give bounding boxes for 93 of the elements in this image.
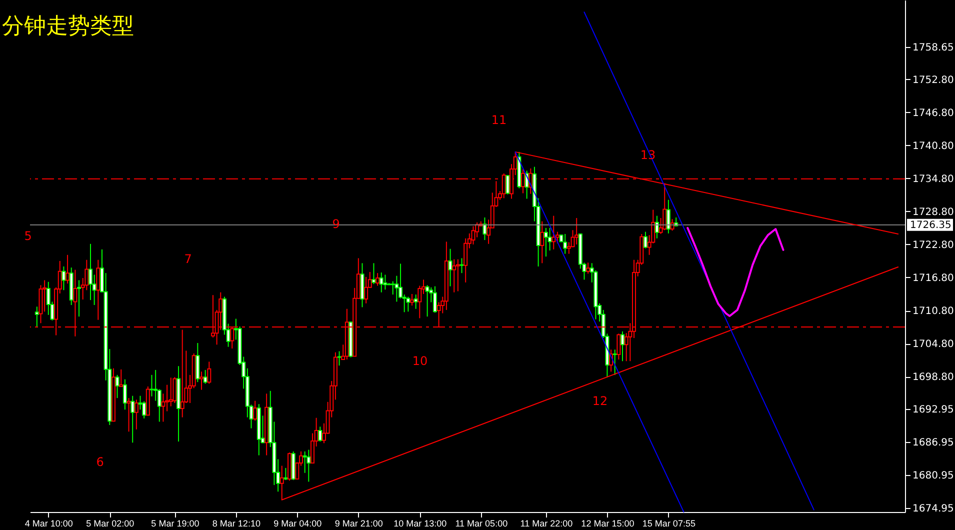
- candlestick: [383, 274, 388, 290]
- candlestick: [122, 378, 127, 410]
- candlestick: [506, 174, 510, 195]
- candlestick: [456, 258, 460, 292]
- candlestick: [502, 172, 506, 199]
- x-tick-label: 11 Mar 22:00: [520, 518, 573, 528]
- x-tick-label: 10 Mar 13:00: [394, 518, 447, 528]
- candlestick: [460, 258, 464, 274]
- candlestick: [115, 374, 120, 399]
- y-tick-label: 1752.80: [912, 74, 954, 86]
- annotation: 7: [184, 252, 192, 266]
- y-tick-label: 1746.80: [912, 108, 954, 119]
- candlestick: [563, 233, 568, 254]
- candlestick: [180, 329, 184, 418]
- annotation: 9: [332, 217, 340, 231]
- candlestick: [172, 376, 177, 404]
- candlestick: [390, 280, 395, 296]
- candlestick: [643, 231, 648, 249]
- x-tick-label: 15 Mar 07:55: [642, 518, 696, 528]
- candlestick: [620, 330, 625, 362]
- candlestick: [544, 227, 548, 258]
- candlestick: [521, 168, 525, 194]
- x-tick-label: 8 Mar 12:10: [212, 518, 260, 528]
- x-tick-label: 9 Mar 21:00: [334, 518, 383, 528]
- candlestick: [364, 276, 368, 304]
- candlestick: [552, 215, 556, 250]
- candlestick: [406, 296, 410, 312]
- x-tick-label: 5 Mar 19:00: [151, 518, 200, 528]
- candlestick: [586, 262, 590, 274]
- candlestick: [482, 216, 487, 241]
- candlestick: [372, 262, 376, 285]
- candlestick: [574, 218, 579, 245]
- candlestick: [196, 342, 200, 383]
- candlestick: [616, 333, 621, 360]
- x-tick-label: 11 Mar 05:00: [455, 518, 508, 528]
- candlestick: [662, 182, 667, 231]
- candlestick: [337, 350, 342, 366]
- x-tick-label: 4 Mar 10:00: [24, 518, 73, 528]
- candlestick: [432, 286, 437, 314]
- y-tick-label: 1710.80: [912, 306, 954, 318]
- candlestick: [452, 258, 456, 293]
- annotation: 11: [491, 113, 507, 127]
- candlestick: [471, 226, 476, 245]
- candlestick: [34, 306, 39, 327]
- candlestick: [62, 266, 66, 291]
- candlestick: [306, 449, 311, 482]
- candlestick: [203, 369, 208, 384]
- y-tick-label: 1758.65: [912, 42, 954, 54]
- candlestick: [376, 272, 380, 286]
- candlestick: [253, 400, 258, 422]
- candlestick: [654, 215, 659, 239]
- candlestick: [88, 243, 92, 301]
- x-tick-label: 9 Mar 04:00: [274, 518, 322, 528]
- annotation: 6: [96, 455, 104, 469]
- y-tick-label: 1674.95: [912, 503, 954, 514]
- annotation: 12: [592, 394, 608, 408]
- y-tick-label: 1686.95: [912, 437, 954, 448]
- y-tick-label: 1734.80: [912, 174, 954, 185]
- y-tick-label: 1680.95: [912, 470, 954, 482]
- y-tick-label: 1740.80: [912, 140, 954, 152]
- candlestick: [318, 426, 322, 442]
- line-series: [686, 226, 784, 318]
- candlestick: [612, 349, 617, 376]
- candlestick: [284, 467, 288, 481]
- annotation: 5: [24, 229, 32, 243]
- candlestick: [464, 238, 468, 283]
- ref-line-label: 1726.35: [910, 220, 952, 231]
- text: 分钟走势类型: [2, 14, 134, 39]
- candlestick: [150, 374, 154, 397]
- x-tick-label: 12 Mar 15:00: [581, 518, 634, 528]
- y-tick-label: 1698.80: [912, 372, 954, 384]
- candlestick: [666, 199, 670, 234]
- candlestick: [126, 398, 131, 432]
- candlestick: [207, 361, 212, 384]
- candlestick: [66, 254, 70, 284]
- candlestick: [379, 272, 384, 293]
- candlestick: [134, 399, 138, 430]
- candlestick: [199, 371, 204, 390]
- candlestick: [130, 395, 135, 444]
- candlestick: [77, 280, 82, 318]
- x-tick-label: 5 Mar 02:00: [86, 518, 134, 528]
- candlestick: [119, 368, 124, 387]
- y-tick-label: 1692.95: [912, 404, 954, 416]
- y-tick-label: 1716.80: [912, 272, 954, 284]
- candlestick: [540, 220, 544, 264]
- y-tick-label: 1704.80: [912, 339, 954, 350]
- y-tick-label: 1728.80: [912, 206, 954, 218]
- y-tick-label: 1722.80: [912, 240, 954, 251]
- candlestick: [96, 259, 100, 320]
- annotation: 10: [412, 354, 428, 368]
- candlestick: [425, 284, 430, 318]
- candlestick: [448, 248, 452, 287]
- candlestick: [410, 293, 414, 306]
